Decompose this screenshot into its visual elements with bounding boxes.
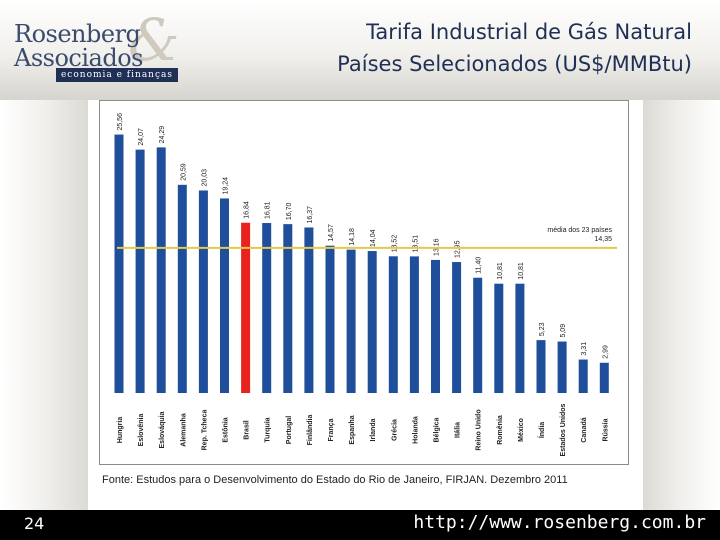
bar-italia — [452, 262, 462, 393]
category-label-grecia: Grécia — [391, 419, 398, 441]
bar-espanha — [346, 249, 356, 393]
category-label-portugal: Portugal — [286, 416, 293, 444]
category-label-mexico: México — [518, 418, 525, 442]
category-label-rep-tcheca: Rep. Tcheca — [201, 410, 208, 451]
value-label-romenia: 10,81 — [497, 262, 504, 280]
source-note: Fonte: Estudos para o Desenvolvimento do… — [102, 474, 568, 486]
value-label-italia: 12,95 — [455, 240, 462, 258]
category-label-romenia: Romênia — [497, 415, 504, 445]
value-label-franca: 14,57 — [328, 224, 335, 242]
category-label-belgica: Bélgica — [434, 417, 441, 442]
slide-subtitle: Países Selecionados (US$/MMBtu) — [337, 52, 692, 76]
average-value-label: 14,35 — [594, 236, 612, 243]
bar-holanda — [409, 256, 419, 393]
category-label-espanha: Espanha — [349, 415, 356, 444]
bar-belgica — [431, 259, 440, 393]
value-label-reino-unido: 11,40 — [476, 257, 483, 274]
category-label-canada: Canadá — [581, 417, 588, 442]
bar-india — [536, 340, 546, 393]
value-label-turquia: 16,81 — [265, 201, 272, 219]
bar-russia — [599, 362, 609, 393]
category-label-alemanha: Alemanha — [180, 413, 187, 447]
bar-estonia — [220, 198, 229, 393]
category-label-reino-unido: Reino Unido — [476, 409, 483, 450]
value-label-estados-unidos: 5,09 — [560, 324, 567, 338]
logo-name-line2: Associados — [14, 44, 143, 72]
value-label-grecia: 13,52 — [391, 235, 398, 253]
value-label-eslovaquia: 24,29 — [159, 126, 166, 144]
bar-finlandia — [304, 227, 314, 393]
bar-hungria — [114, 134, 124, 393]
bar-romenia — [494, 283, 504, 393]
category-label-finlandia: Finlândia — [307, 415, 314, 446]
slide-title: Tarifa Industrial de Gás Natural — [366, 20, 692, 44]
category-label-turquia: Turquia — [265, 417, 272, 442]
bar-alemanha — [177, 184, 187, 393]
header-band — [0, 0, 720, 100]
value-label-eslovenia: 24,07 — [138, 128, 145, 146]
category-label-estonia: Estônia — [223, 417, 230, 442]
bar-eslovaquia — [156, 147, 166, 393]
category-label-eslovaquia: Eslováquia — [159, 411, 166, 448]
average-label: média dos 23 países — [547, 227, 612, 234]
value-label-canada: 3,31 — [581, 342, 588, 356]
right-side-panel — [643, 100, 720, 510]
category-label-irlanda: Irlanda — [370, 418, 377, 441]
category-label-italia: Itália — [455, 422, 462, 438]
bar-brasil — [241, 222, 251, 393]
bar-irlanda — [367, 251, 377, 393]
category-label-franca: França — [328, 418, 335, 441]
rosenberg-logo: & Rosenberg Associados economia e finanç… — [10, 6, 180, 84]
category-label-eslovenia: Eslovênia — [138, 414, 145, 447]
bar-portugal — [283, 224, 293, 393]
bar-rep-tcheca — [198, 190, 208, 393]
category-label-brasil: Brasil — [244, 420, 251, 440]
value-label-alemanha: 20,59 — [180, 163, 187, 181]
bar-eslovenia — [135, 149, 145, 393]
page-number: 24 — [24, 514, 45, 533]
chart-border — [99, 100, 629, 465]
bar-mexico — [515, 283, 525, 393]
value-label-estonia: 19,24 — [223, 177, 230, 195]
footer-bar — [0, 510, 720, 540]
value-label-irlanda: 14,04 — [370, 229, 377, 247]
category-label-india: Índia — [537, 422, 546, 438]
bar-canada — [578, 359, 588, 393]
logo-name-line1: Rosenberg — [14, 20, 141, 48]
value-label-portugal: 16,70 — [286, 203, 293, 221]
left-side-panel — [0, 100, 88, 510]
value-label-espanha: 14,18 — [349, 228, 356, 246]
value-label-mexico: 10,81 — [518, 262, 525, 280]
logo-tagline: economia e finanças — [56, 68, 178, 82]
value-label-finlandia: 16,37 — [307, 206, 314, 224]
category-label-russia: Rússia — [602, 418, 609, 441]
footer-url[interactable]: http://www.rosenberg.com.br — [413, 512, 706, 533]
bar-turquia — [262, 223, 272, 393]
value-label-hungria: 25,56 — [117, 113, 124, 131]
bar-chart: 25,56 Hungria 24,07 Eslovênia 24,29 Eslováqui… — [114, 113, 617, 456]
category-label-estados-unidos: Estados Unidos — [560, 403, 567, 456]
value-label-holanda: 13,51 — [412, 235, 419, 253]
category-label-hungria: Hungria — [117, 417, 124, 444]
value-label-russia: 2,99 — [602, 345, 609, 359]
logo-ampersand: & — [128, 6, 180, 74]
bar-franca — [325, 245, 335, 393]
value-label-brasil: 16,84 — [244, 201, 251, 219]
bar-grecia — [388, 256, 398, 393]
bar-reino-unido — [473, 277, 483, 393]
value-label-india: 5,23 — [539, 322, 546, 336]
category-label-holanda: Holanda — [412, 416, 419, 444]
value-label-rep-tcheca: 20,03 — [201, 169, 208, 187]
bar-estados-unidos — [557, 341, 567, 393]
